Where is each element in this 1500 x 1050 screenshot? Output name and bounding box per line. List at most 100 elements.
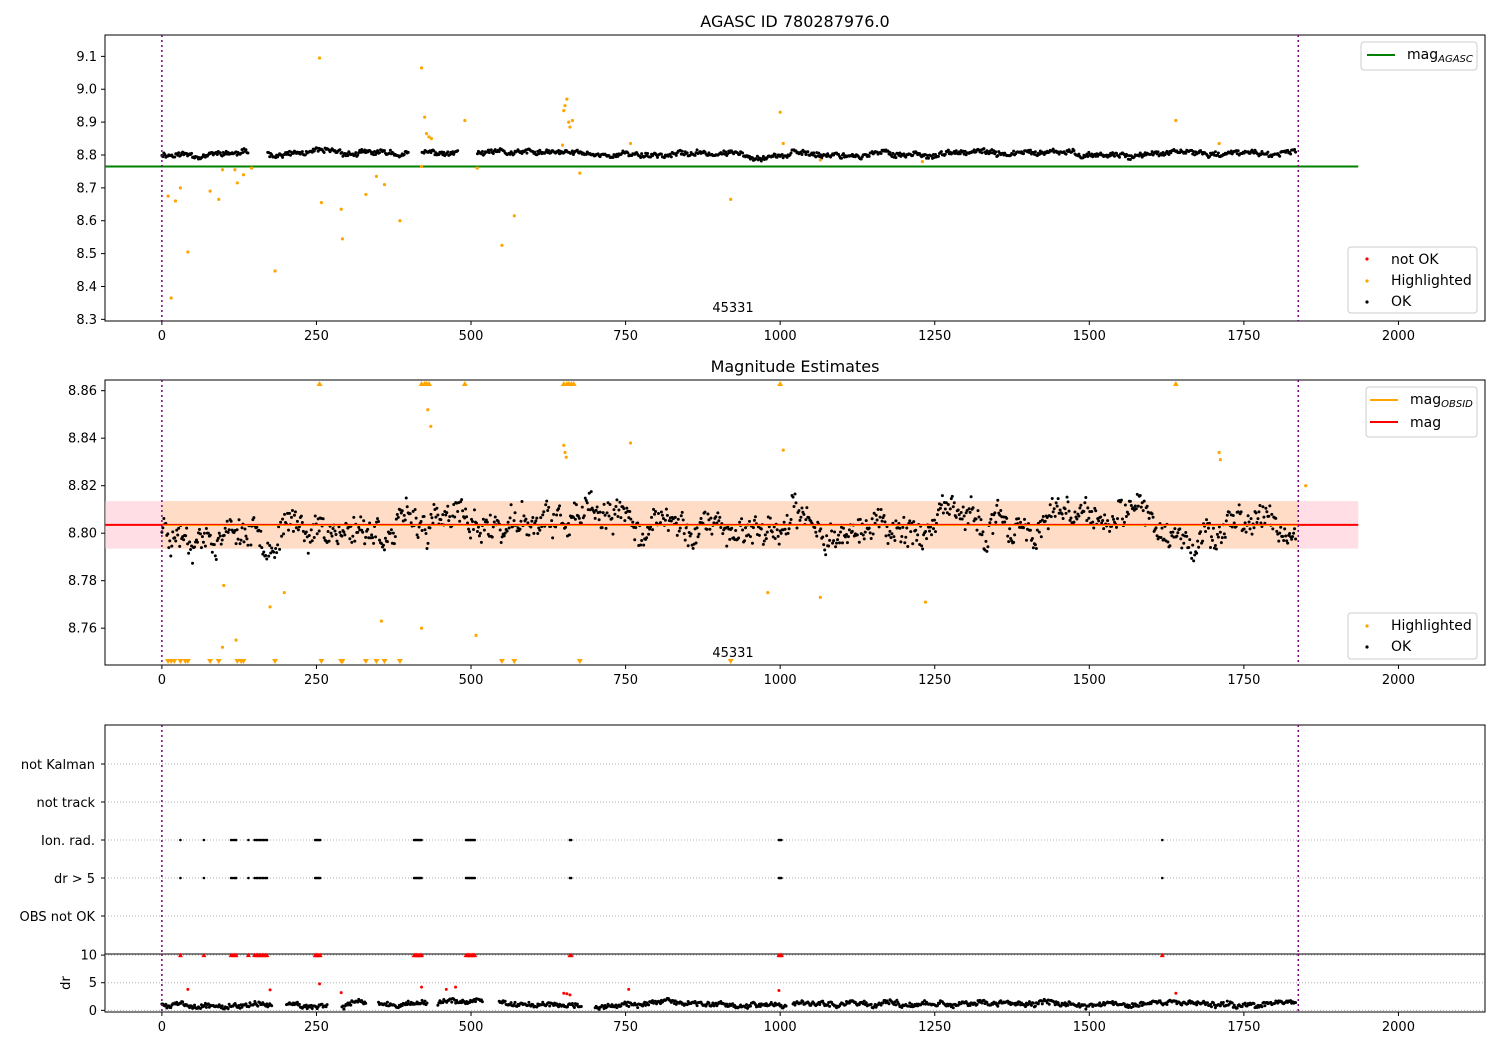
ok-point xyxy=(352,515,356,519)
ok-point xyxy=(493,515,497,519)
ok-point xyxy=(178,544,182,548)
ok-point xyxy=(646,525,650,529)
ok-point xyxy=(1119,498,1123,502)
ok-point xyxy=(588,508,592,512)
ok-point xyxy=(1293,147,1297,151)
ok-point xyxy=(218,534,222,538)
ok-point xyxy=(699,516,703,520)
ok-point xyxy=(354,151,358,155)
ok-point xyxy=(359,515,363,519)
y-tick-label: 8.80 xyxy=(68,527,97,542)
ok-point xyxy=(912,520,916,524)
highlighted-point xyxy=(818,158,822,162)
ok-point xyxy=(1189,551,1193,555)
highlighted-point xyxy=(424,132,429,136)
ok-point xyxy=(673,515,677,519)
ok-point xyxy=(604,526,608,530)
ok-point xyxy=(243,527,247,531)
ok-point xyxy=(379,542,383,546)
ok-point xyxy=(472,508,476,512)
dr-high-point xyxy=(420,985,424,989)
ok-point xyxy=(1128,499,1132,503)
ok-point xyxy=(1154,526,1158,530)
ok-point xyxy=(1035,528,1039,532)
y-tick-label: 5 xyxy=(89,976,97,991)
dr-flag-point xyxy=(229,876,233,880)
panel-magnitude-marks xyxy=(105,380,1359,665)
ok-point xyxy=(1240,1005,1244,1009)
ok-point xyxy=(342,1007,346,1011)
ok-point xyxy=(785,513,789,517)
ok-point xyxy=(215,539,219,543)
clipped-down-marker xyxy=(177,659,184,664)
ok-point xyxy=(1292,531,1296,535)
ok-point xyxy=(993,511,997,515)
ok-point xyxy=(719,525,723,529)
highlighted-point xyxy=(628,141,633,146)
ok-point xyxy=(1266,150,1270,154)
ok-point xyxy=(813,526,817,530)
ok-point xyxy=(721,532,725,536)
ok-point xyxy=(874,513,878,517)
ok-point xyxy=(181,1000,185,1004)
ok-point xyxy=(594,508,598,512)
highlighted-point xyxy=(920,159,924,164)
x-tick-label: 750 xyxy=(613,673,638,688)
highlighted-point xyxy=(729,197,733,201)
ok-point xyxy=(513,1000,517,1004)
ok-point xyxy=(310,539,314,543)
ok-point xyxy=(985,549,989,553)
ok-point xyxy=(943,152,947,156)
ok-point xyxy=(779,1003,783,1007)
ok-point xyxy=(1019,520,1023,524)
ok-point xyxy=(174,539,178,543)
highlighted-point xyxy=(463,118,467,123)
ok-point xyxy=(1086,154,1090,158)
ok-point xyxy=(1255,520,1259,524)
clipped-up-marker xyxy=(1172,381,1179,386)
ok-point xyxy=(417,525,421,529)
ok-point xyxy=(799,150,803,154)
ok-point xyxy=(645,536,649,540)
ok-point xyxy=(965,508,969,512)
ok-point xyxy=(1225,513,1229,517)
ok-point xyxy=(1077,514,1081,518)
ok-point xyxy=(329,531,333,535)
legend-highlighted: Highlighted xyxy=(1391,273,1472,289)
ok-point xyxy=(1237,503,1241,507)
y-tick-label: 8.86 xyxy=(68,384,97,399)
clipped-down-marker xyxy=(240,659,247,664)
ok-point xyxy=(877,525,881,529)
ok-point xyxy=(162,517,166,521)
ok-point xyxy=(689,532,693,536)
ok-point xyxy=(652,507,656,511)
highlighted-point xyxy=(186,250,190,254)
ok-point xyxy=(315,532,319,536)
ok-point xyxy=(900,534,904,538)
ok-point xyxy=(636,521,640,525)
ok-point xyxy=(169,1006,173,1010)
clipped-down-marker xyxy=(511,659,518,664)
ok-point xyxy=(1097,519,1101,523)
ok-point xyxy=(655,155,659,159)
ok-point xyxy=(453,515,457,519)
ok-point xyxy=(446,150,450,154)
ok-point xyxy=(1073,510,1077,514)
dr-flag-point xyxy=(247,876,250,880)
ok-point xyxy=(956,508,960,512)
ok-point xyxy=(236,537,240,541)
dr-capped-marker xyxy=(245,952,251,958)
ok-point xyxy=(767,525,771,529)
highlighted-point xyxy=(426,408,430,412)
ok-point xyxy=(928,529,932,533)
ok-point xyxy=(960,517,964,521)
ok-point xyxy=(869,1002,873,1006)
highlighted-point xyxy=(217,197,221,201)
highlighted-point xyxy=(562,443,566,447)
ok-point xyxy=(176,533,180,537)
ok-point xyxy=(991,532,995,536)
ok-point xyxy=(402,513,406,517)
ok-point xyxy=(867,154,871,158)
ok-point xyxy=(502,534,506,538)
ok-point xyxy=(297,1002,301,1006)
